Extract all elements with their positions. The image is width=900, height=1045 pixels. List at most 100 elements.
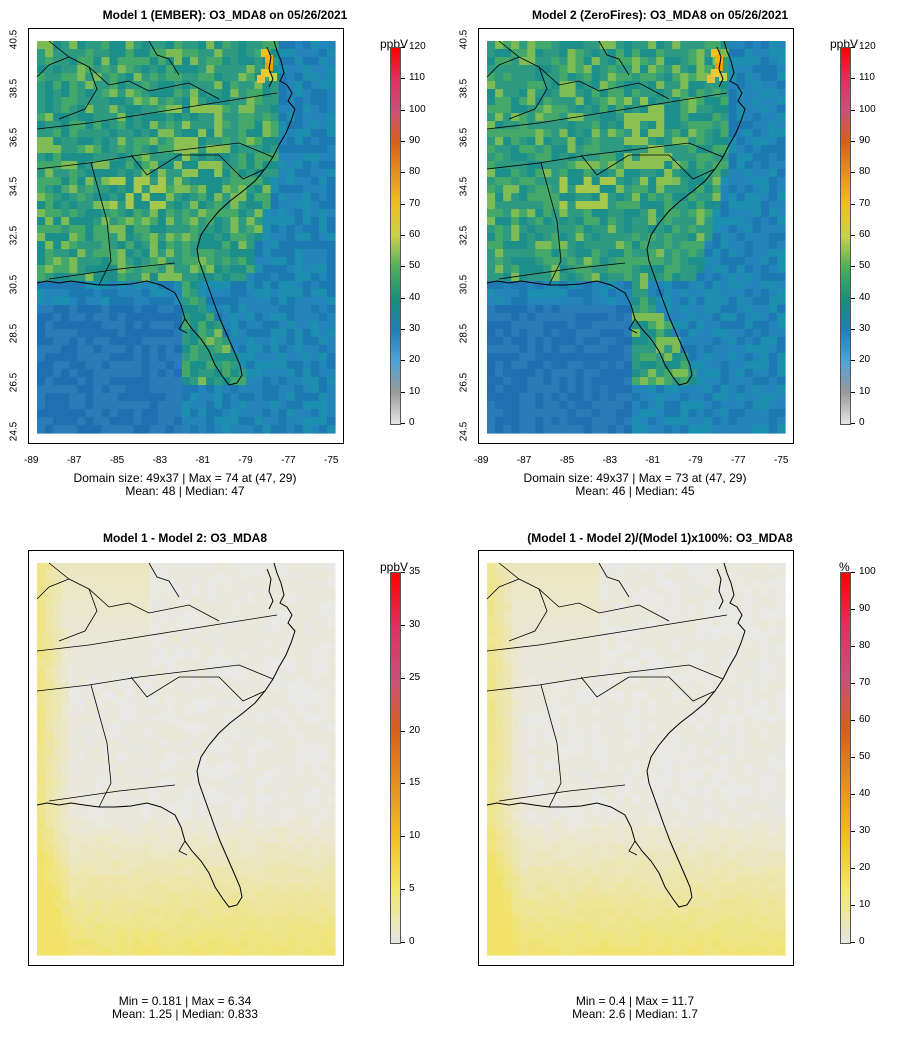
colorbar-tick-label: 70: [409, 197, 421, 209]
colorbar-tick-label: 60: [859, 714, 871, 725]
caption-line2: Mean: 2.6 | Median: 1.7: [572, 1007, 698, 1021]
colorbar-tick-label: 25: [409, 671, 421, 683]
colorbar-tick: [851, 47, 855, 48]
state-boundary: [48, 784, 176, 802]
colorbar-tick: [401, 360, 405, 362]
colorbar-unit: ppbV: [380, 560, 409, 574]
colorbar-tick: [851, 266, 855, 268]
colorbar-tick-label: 30: [859, 825, 871, 836]
caption-line2: Mean: 46 | Median: 45: [575, 484, 695, 498]
colorbar-tick: [401, 391, 405, 393]
state-boundary: [486, 92, 728, 130]
x-tick-label: -81: [645, 455, 660, 466]
state-boundary: [48, 262, 176, 280]
map-canvas: [36, 40, 336, 434]
state-boundary: [178, 840, 188, 856]
colorbar-tick: [851, 423, 855, 424]
state-boundary: [148, 562, 180, 598]
caption: Min = 0.181 | Max = 6.34 Mean: 1.25 | Me…: [35, 995, 335, 1021]
y-tick-label: 36.5: [8, 127, 20, 148]
map-frame[interactable]: [478, 550, 794, 966]
state-boundary: [498, 562, 670, 622]
colorbar-tick: [401, 235, 405, 236]
map-frame[interactable]: [28, 28, 344, 444]
colorbar-tick: [401, 109, 405, 111]
colorbar-tick: [401, 730, 405, 732]
x-tick-label: -77: [731, 455, 746, 466]
colorbar-tick: [851, 683, 855, 684]
colorbar-tick-label: 90: [859, 603, 871, 614]
colorbar: [840, 572, 851, 944]
state-boundary: [486, 664, 724, 692]
state-boundary: [48, 40, 220, 100]
map-frame[interactable]: [478, 28, 794, 444]
data-grid: [37, 563, 336, 956]
colorbar-tick: [851, 172, 855, 174]
coastline: [486, 562, 746, 908]
panel-difference: Model 1 - Model 2: O3_MDA8 ppbV 0 5 10 15 20…: [0, 522, 450, 1045]
colorbar-tick: [851, 78, 855, 80]
colorbar-tick-label: 35: [409, 566, 421, 577]
colorbar-tick: [401, 172, 405, 174]
colorbar-tick: [401, 677, 405, 679]
state-boundary: [90, 684, 112, 808]
state-boundary: [498, 262, 626, 280]
x-tick-label: -87: [516, 455, 532, 466]
map-frame[interactable]: [28, 550, 344, 966]
map-canvas: [486, 40, 786, 434]
x-tick-label: -77: [281, 455, 296, 466]
y-tick-label: 40.5: [8, 29, 20, 50]
x-tick-label: -79: [688, 455, 703, 466]
state-boundary: [486, 142, 724, 170]
y-tick-label: 30.5: [458, 274, 470, 295]
panel-model2: Model 2 (ZeroFires): O3_MDA8 on 05/26/20…: [450, 0, 900, 520]
colorbar-tick-label: 100: [859, 566, 876, 577]
colorbar-tick-label: 90: [859, 135, 871, 146]
colorbar-tick-label: 110: [859, 72, 875, 84]
colorbar-tick-label: 60: [859, 229, 871, 240]
colorbar-tick-label: 110: [409, 72, 425, 84]
x-tick-label: -87: [66, 455, 82, 466]
x-tick-label: -83: [602, 455, 618, 466]
colorbar-tick: [401, 889, 405, 891]
state-boundary: [148, 40, 180, 76]
colorbar-tick: [401, 47, 405, 48]
chesapeake-bay: [266, 568, 274, 610]
colorbar-tick: [851, 831, 855, 832]
colorbar-tick: [851, 905, 855, 906]
x-tick-label: -89: [474, 455, 489, 466]
panel-title: (Model 1 - Model 2)/(Model 1)x100%: O3_M…: [527, 531, 793, 545]
x-tick-label: -81: [195, 455, 210, 466]
y-tick-label: 28.5: [8, 323, 20, 344]
x-tick-label: -75: [774, 455, 789, 466]
caption-line2: Mean: 48 | Median: 47: [125, 484, 245, 498]
colorbar-tick: [401, 266, 405, 268]
y-tick-label: 26.5: [458, 372, 470, 393]
x-tick-label: -79: [238, 455, 253, 466]
state-boundary: [36, 142, 274, 170]
state-boundary: [508, 588, 548, 642]
colorbar-tick: [401, 783, 405, 785]
state-boundary: [130, 154, 266, 180]
panel-title: Model 1 (EMBER): O3_MDA8 on 05/26/2021: [102, 8, 348, 22]
colorbar-tick-label: 20: [859, 354, 871, 366]
state-boundary: [178, 318, 188, 334]
colorbar-tick-label: 30: [409, 323, 421, 334]
state-boundary: [508, 66, 548, 120]
state-boundary: [486, 578, 520, 600]
state-boundary: [498, 784, 626, 802]
colorbar-tick: [851, 329, 855, 330]
state-boundary: [540, 162, 562, 286]
chesapeake-bay: [266, 46, 274, 88]
colorbar-tick: [851, 297, 855, 299]
state-boundary: [580, 676, 716, 702]
state-boundary: [48, 562, 220, 622]
y-tick-label: 36.5: [458, 127, 470, 148]
y-tick-label: 32.5: [8, 225, 20, 246]
colorbar-tick-label: 30: [409, 618, 421, 630]
panel-title: Model 1 - Model 2: O3_MDA8: [102, 531, 268, 545]
state-boundary: [90, 162, 112, 286]
caption-line2: Mean: 1.25 | Median: 0.833: [112, 1007, 258, 1021]
colorbar-tick: [851, 360, 855, 362]
colorbar-tick: [401, 942, 405, 943]
